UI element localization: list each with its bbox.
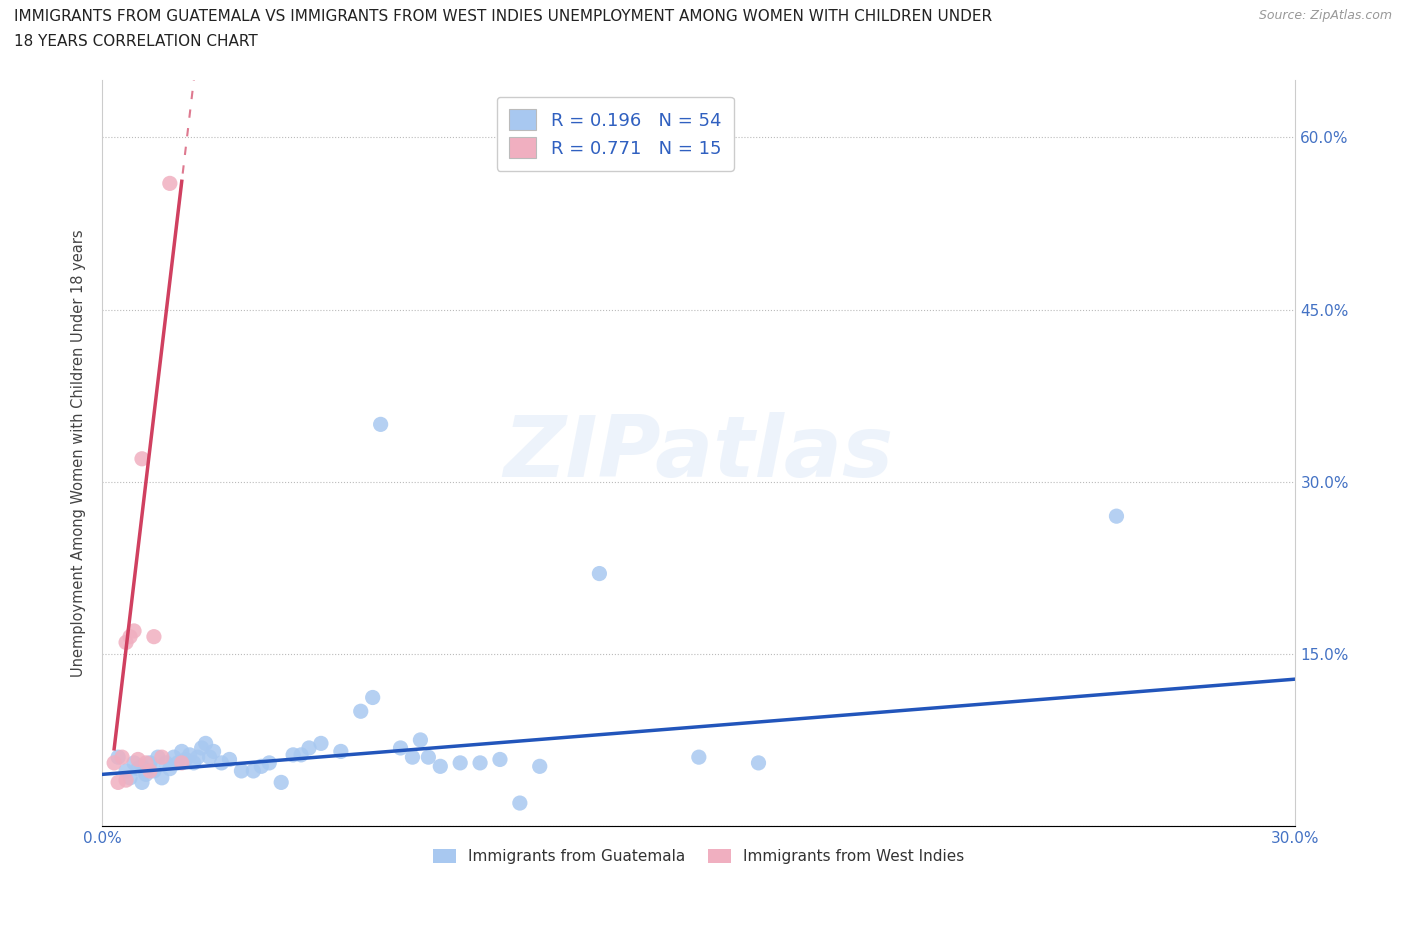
Point — [489, 752, 512, 767]
Point — [418, 750, 440, 764]
Point — [370, 417, 392, 432]
Point — [159, 176, 181, 191]
Point — [429, 759, 451, 774]
Text: Source: ZipAtlas.com: Source: ZipAtlas.com — [1258, 9, 1392, 22]
Point — [150, 770, 173, 785]
Point — [118, 630, 141, 644]
Point — [107, 750, 129, 764]
Point — [1105, 509, 1128, 524]
Point — [361, 690, 384, 705]
Point — [159, 761, 181, 776]
Point — [118, 770, 141, 785]
Point — [179, 748, 201, 763]
Point — [211, 755, 233, 770]
Point — [135, 767, 157, 782]
Point — [146, 750, 169, 764]
Legend: Immigrants from Guatemala, Immigrants from West Indies: Immigrants from Guatemala, Immigrants fr… — [427, 844, 970, 870]
Point — [259, 755, 281, 770]
Point — [122, 755, 145, 770]
Y-axis label: Unemployment Among Women with Children Under 18 years: Unemployment Among Women with Children U… — [72, 229, 86, 677]
Point — [329, 744, 352, 759]
Point — [139, 764, 162, 778]
Point — [127, 752, 149, 767]
Point — [298, 740, 321, 755]
Point — [115, 773, 138, 788]
Point — [107, 775, 129, 790]
Point — [290, 748, 312, 763]
Point — [218, 752, 240, 767]
Point — [202, 744, 225, 759]
Point — [131, 775, 153, 790]
Point — [155, 755, 177, 770]
Text: IMMIGRANTS FROM GUATEMALA VS IMMIGRANTS FROM WEST INDIES UNEMPLOYMENT AMONG WOME: IMMIGRANTS FROM GUATEMALA VS IMMIGRANTS … — [14, 9, 993, 24]
Point — [163, 750, 186, 764]
Point — [187, 750, 209, 764]
Point — [142, 630, 165, 644]
Point — [131, 451, 153, 466]
Point — [194, 736, 217, 751]
Point — [142, 764, 165, 778]
Point — [231, 764, 253, 778]
Point — [250, 759, 273, 774]
Point — [747, 755, 769, 770]
Point — [103, 755, 125, 770]
Point — [111, 750, 134, 764]
Point — [270, 775, 292, 790]
Point — [309, 736, 332, 751]
Point — [688, 750, 710, 764]
Point — [350, 704, 373, 719]
Point — [198, 750, 221, 764]
Point — [190, 740, 212, 755]
Point — [170, 755, 193, 770]
Point — [389, 740, 412, 755]
Point — [183, 755, 205, 770]
Point — [170, 744, 193, 759]
Point — [409, 733, 432, 748]
Point — [242, 764, 264, 778]
Text: 18 YEARS CORRELATION CHART: 18 YEARS CORRELATION CHART — [14, 34, 257, 49]
Text: ZIPatlas: ZIPatlas — [503, 412, 894, 495]
Point — [509, 796, 531, 811]
Point — [115, 635, 138, 650]
Point — [529, 759, 551, 774]
Point — [150, 750, 173, 764]
Point — [449, 755, 471, 770]
Point — [127, 761, 149, 776]
Point — [401, 750, 423, 764]
Point — [122, 623, 145, 638]
Point — [166, 755, 188, 770]
Point — [135, 755, 157, 770]
Point — [174, 752, 197, 767]
Point — [588, 566, 610, 581]
Point — [139, 755, 162, 770]
Point — [115, 764, 138, 778]
Point — [281, 748, 304, 763]
Point — [131, 759, 153, 774]
Point — [468, 755, 491, 770]
